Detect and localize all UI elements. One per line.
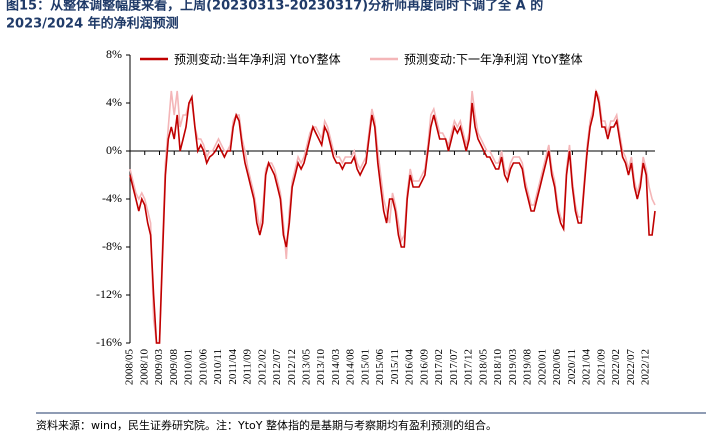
x-tick-label: 2019/03 [507, 349, 519, 386]
y-tick-label: 0% [106, 143, 122, 157]
source-note: 资料来源：wind，民生证券研究院。注：YtoY 整体指的是基期与考察期均有盈利… [36, 418, 497, 432]
x-tick-label: 2011/09 [242, 349, 254, 385]
x-tick-label: 2022/07 [625, 349, 637, 386]
x-tick-label: 2018/10 [492, 349, 504, 386]
x-tick-label: 2012/12 [286, 349, 298, 385]
x-tick-label: 2021/04 [581, 349, 593, 386]
x-tick-label: 2018/05 [477, 349, 489, 386]
x-tick-label: 2012/07 [271, 349, 283, 386]
x-tick-label: 2009/03 [153, 349, 165, 386]
x-tick-label: 2017/07 [448, 349, 460, 386]
x-tick-label: 2015/06 [374, 349, 386, 386]
y-tick-label: -4% [102, 191, 122, 205]
y-tick-label: -12% [96, 287, 122, 301]
x-tick-label: 2014/08 [345, 349, 357, 386]
x-tick-label: 2015/01 [359, 349, 371, 385]
x-tick-label: 2020/01 [536, 349, 548, 385]
y-tick-label: 8% [106, 47, 122, 61]
x-tick-label: 2010/06 [197, 349, 209, 386]
line-series [129, 90, 656, 344]
chart-subtitle: 2023/2024 年的净利润预测 [6, 16, 179, 32]
legend-label: 预测变动:当年净利润 YtoY整体 [174, 52, 341, 67]
x-tick-label: 2017/02 [433, 349, 445, 385]
x-tick-label: 2021/09 [595, 349, 607, 386]
y-tick-label: 4% [106, 95, 122, 109]
x-tick-label: 2016/09 [418, 349, 430, 386]
x-tick-label: 2015/11 [389, 349, 401, 385]
chart-title: 图15：从整体调整幅度来看，上周(20230313-20230317)分析师再度… [6, 0, 543, 14]
x-tick-label: 2012/02 [256, 349, 268, 385]
x-tick-label: 2008/05 [124, 349, 136, 386]
x-tick-label: 2022/12 [640, 349, 652, 385]
legend-label: 预测变动:下一年净利润 YtoY整体 [404, 52, 583, 67]
x-tick-label: 2010/11 [212, 349, 224, 385]
x-tick-label: 2009/08 [168, 349, 180, 386]
x-tick-label: 2011/04 [227, 349, 239, 385]
x-tick-label: 2013/05 [300, 349, 312, 386]
x-tick-label: 2014/03 [330, 349, 342, 386]
x-tick-label: 2019/08 [522, 349, 534, 386]
x-tick-label: 2020/11 [566, 349, 578, 385]
x-tick-label: 2013/10 [315, 349, 327, 386]
y-tick-label: -8% [102, 239, 122, 253]
x-tick-label: 2017/12 [463, 349, 475, 385]
x-tick-label: 2022/02 [610, 349, 622, 385]
x-tick-label: 2008/10 [138, 349, 150, 386]
y-tick-label: -16% [96, 335, 122, 349]
x-tick-label: 2020/06 [551, 349, 563, 386]
x-tick-label: 2016/04 [404, 349, 416, 386]
x-tick-label: 2010/01 [183, 349, 195, 385]
